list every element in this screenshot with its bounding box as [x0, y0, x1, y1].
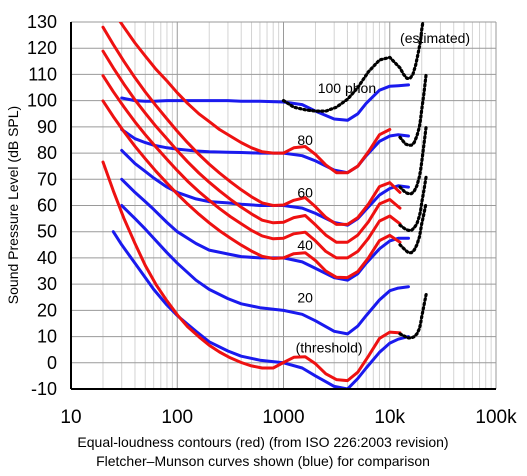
annotations: (estimated) 100 phon 80 60 40 20 (threshold) [296, 30, 470, 355]
y-tick-label: -10 [31, 379, 57, 399]
y-tick-label: 70 [37, 169, 57, 189]
fm-curve-40 [120, 177, 410, 282]
y-tick-label: 10 [37, 327, 57, 347]
y-tick-label: 130 [27, 12, 57, 32]
curve-annotation: 100 phon [318, 80, 376, 96]
caption-line-2: Fletcher–Munson curves shown (blue) for … [96, 453, 430, 469]
estimated-curve-20 [398, 201, 428, 255]
estimated-curve-100 [281, 22, 425, 113]
y-tick-label: 90 [37, 117, 57, 137]
y-tick-label: 50 [37, 222, 57, 242]
caption-line-1: Equal-loudness contours (red) (from ISO … [77, 434, 448, 450]
curve-annotation: 20 [297, 289, 313, 305]
curve-annotation: (threshold) [296, 339, 363, 355]
y-tick-label: 100 [27, 91, 57, 111]
y-tick-label: 30 [37, 274, 57, 294]
iso-curve-0 [101, 160, 402, 383]
y-tick-label: 40 [37, 248, 57, 268]
fm-curve-20 [120, 204, 410, 336]
estimated-curve-60 [398, 125, 428, 196]
estimated-curve-40 [398, 175, 428, 232]
curve-annotation: (estimated) [400, 30, 470, 46]
x-tick-label: 10 [60, 407, 81, 428]
axes [70, 22, 496, 390]
x-tick-label: 1000 [262, 407, 304, 428]
iso-curve-100 [118, 22, 392, 175]
x-tick-label: 10k [374, 407, 405, 428]
x-tick-label: 100k [475, 407, 517, 428]
iso-curve-80 [101, 25, 402, 226]
x-tick-labels: 10 100 1000 10k 100k [60, 407, 517, 428]
curve-annotation: 80 [297, 132, 313, 148]
iso-curve-60 [101, 49, 402, 244]
y-tick-label: 110 [28, 64, 57, 84]
curves [101, 22, 428, 389]
y-tick-label: 0 [47, 353, 57, 373]
y-tick-label: 60 [37, 196, 57, 216]
y-axis-label: Sound Pressure Level (dB SPL) [5, 106, 21, 304]
y-tick-label: 120 [27, 38, 57, 58]
fm-curve-100 [120, 83, 410, 122]
curve-annotation: 60 [297, 185, 313, 201]
y-tick-labels: -10 0 10 20 30 40 50 60 70 80 90 100 110 120 130 [27, 12, 57, 399]
fm-curve-60 [120, 148, 410, 227]
curve-annotation: 40 [297, 237, 313, 253]
y-tick-label: 20 [37, 300, 57, 320]
x-tick-label: 100 [161, 407, 193, 428]
y-tick-label: 80 [37, 143, 57, 163]
estimated-curve-80 [398, 72, 428, 147]
iso-curve-40 [101, 74, 402, 260]
fm-curve-0 [111, 230, 410, 389]
estimated-curve-0 [398, 293, 428, 340]
iso-curve-20 [101, 99, 402, 280]
